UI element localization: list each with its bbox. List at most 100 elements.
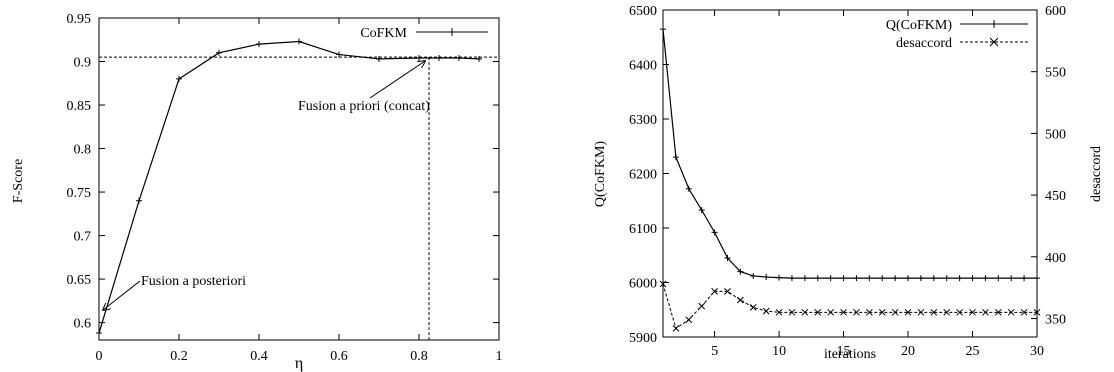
data-point-desaccord xyxy=(917,308,925,316)
legend-label-qcofkm: Q(CoFKM) xyxy=(886,18,952,33)
fscore-chart: 0.6 0.65 0.7 0.75 0.8 0.85 0.9 0.95 0 0.2 0.4 0.6 0… xyxy=(11,12,503,372)
desaccord-y2-tick-label: 400 xyxy=(1045,251,1066,266)
data-point-desaccord xyxy=(865,308,873,316)
data-point-qcofkm xyxy=(660,26,666,33)
data-point-desaccord xyxy=(775,308,783,316)
data-point-desaccord xyxy=(982,308,989,316)
data-point-desaccord xyxy=(1033,308,1041,316)
data-point-cofkm xyxy=(216,49,222,56)
qcofkm-y-axis-label: Q(CoFKM) xyxy=(593,141,608,207)
fscore-y-tick-label: 0.7 xyxy=(74,230,92,245)
qcofkm-legend: Q(CoFKM) desaccord xyxy=(886,18,1028,51)
qcofkm-x-tick-label: 20 xyxy=(901,344,915,359)
data-point-desaccord xyxy=(878,308,886,316)
fscore-legend: CoFKM xyxy=(360,26,488,41)
data-point-cofkm xyxy=(96,330,102,337)
data-point-qcofkm xyxy=(969,275,976,282)
data-point-desaccord xyxy=(672,325,680,332)
data-point-qcofkm xyxy=(995,275,1002,282)
legend-label-desaccord: desaccord xyxy=(896,36,952,51)
data-point-desaccord xyxy=(943,308,951,316)
data-point-qcofkm xyxy=(943,275,950,282)
fscore-y-tick-label: 0.9 xyxy=(74,56,92,71)
data-point-qcofkm xyxy=(917,275,924,282)
data-point-qcofkm xyxy=(801,275,808,282)
qcofkm-x-tick-label: 30 xyxy=(1030,344,1044,359)
qcofkm-y-tick-label: 6000 xyxy=(629,277,657,292)
legend-marker-qcofkm xyxy=(990,20,998,28)
data-point-qcofkm xyxy=(982,275,989,282)
annotation-fusion-a-posteriori: Fusion a posteriori xyxy=(141,274,246,289)
data-point-qcofkm xyxy=(776,274,783,281)
qcofkm-y-tick-label: 6500 xyxy=(629,4,657,19)
desaccord-y2-tick-label: 350 xyxy=(1045,312,1066,327)
data-point-desaccord xyxy=(749,304,757,311)
fscore-x-tick-label: 0.6 xyxy=(330,349,348,364)
legend-marker-cofkm xyxy=(448,28,456,36)
annotation-fusion-a-priori: Fusion a priori (concat) xyxy=(298,99,430,114)
data-point-cofkm xyxy=(416,55,422,62)
data-point-desaccord xyxy=(788,308,796,316)
data-point-desaccord xyxy=(801,308,809,316)
data-point-qcofkm xyxy=(1021,275,1028,282)
fscore-y-axis-label: F-Score xyxy=(11,159,26,203)
data-point-desaccord xyxy=(994,308,1002,316)
data-point-desaccord xyxy=(814,308,822,316)
data-point-cofkm xyxy=(476,55,482,62)
data-point-desaccord xyxy=(737,296,744,304)
data-point-qcofkm xyxy=(711,229,718,236)
data-point-qcofkm xyxy=(763,274,770,281)
data-point-cofkm xyxy=(136,197,142,204)
fscore-x-tick-label: 0.8 xyxy=(410,349,428,364)
qcofkm-x-tick-label: 25 xyxy=(966,344,980,359)
data-point-qcofkm xyxy=(1034,275,1040,282)
fscore-y-tick-label: 0.6 xyxy=(74,317,92,332)
qcofkm-y-tick-label: 6100 xyxy=(629,222,657,237)
fscore-x-tick-label: 0 xyxy=(96,349,103,364)
desaccord-y2-tick-label: 450 xyxy=(1045,189,1066,204)
data-point-cofkm xyxy=(336,51,342,58)
qcofkm-y-tick-label: 6200 xyxy=(629,168,657,183)
data-point-desaccord xyxy=(930,308,938,316)
fscore-y-tick-label: 0.95 xyxy=(67,12,92,27)
annotation-fusion-a-posteriori-arrow xyxy=(103,280,141,310)
desaccord-y2-tick-label: 600 xyxy=(1045,4,1066,19)
fscore-x-tick-label: 0.4 xyxy=(250,349,268,364)
qcofkm-chart: 5900 6000 6100 6200 6300 6400 6500 350 400 450 50… xyxy=(593,4,1104,362)
fscore-y-tick-label: 0.75 xyxy=(67,186,92,201)
annotation-fusion-a-priori-arrow xyxy=(369,61,425,99)
data-point-desaccord xyxy=(840,308,847,316)
fscore-y-tick-label: 0.65 xyxy=(67,273,92,288)
data-point-qcofkm xyxy=(905,275,912,282)
qcofkm-x-tick-label: 5 xyxy=(711,344,718,359)
data-point-qcofkm xyxy=(724,254,731,261)
data-point-desaccord xyxy=(724,287,731,295)
data-point-qcofkm xyxy=(879,275,886,282)
data-point-qcofkm xyxy=(956,275,963,282)
desaccord-y2-axis-label: desaccord xyxy=(1089,146,1104,202)
data-point-desaccord xyxy=(711,287,718,295)
data-point-qcofkm xyxy=(840,275,847,282)
data-point-desaccord xyxy=(685,316,693,324)
fscore-x-axis-label: η xyxy=(295,355,303,372)
fscore-y-tick-label: 0.8 xyxy=(74,143,92,158)
desaccord-y2-tick-label: 500 xyxy=(1045,127,1066,142)
data-point-desaccord xyxy=(827,308,835,316)
data-point-desaccord xyxy=(891,308,899,316)
data-point-cofkm xyxy=(176,75,182,82)
qcofkm-y-tick-label: 5900 xyxy=(629,331,657,346)
qcofkm-x-axis-label: iterations xyxy=(824,347,876,362)
data-point-qcofkm xyxy=(853,275,860,282)
data-point-qcofkm xyxy=(698,207,705,214)
data-point-cofkm xyxy=(296,38,302,45)
series-line-qcofkm xyxy=(662,29,1037,279)
series-line-desaccord xyxy=(662,283,1037,330)
data-point-cofkm xyxy=(456,55,462,62)
qcofkm-y-tick-label: 6300 xyxy=(629,113,657,128)
data-point-desaccord xyxy=(659,280,667,288)
data-point-desaccord xyxy=(904,308,912,316)
data-point-desaccord xyxy=(1020,308,1028,316)
data-point-qcofkm xyxy=(737,268,744,275)
fscore-plot-frame xyxy=(98,17,500,341)
